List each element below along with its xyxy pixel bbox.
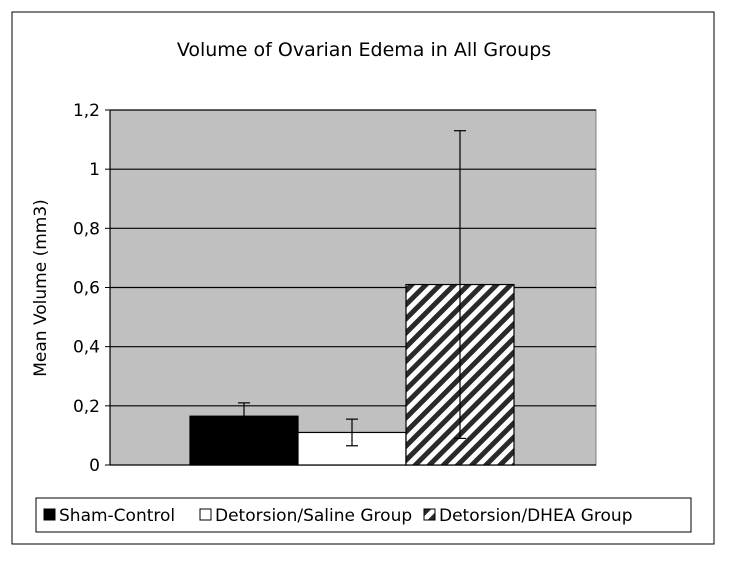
- legend-label-2: Detorsion/DHEA Group: [439, 506, 633, 526]
- y-tick-label: 0,4: [73, 338, 100, 358]
- y-tick-label: 0,8: [73, 219, 100, 239]
- y-axis-label: Mean Volume (mm3): [31, 199, 51, 377]
- legend-swatch-1: [199, 508, 212, 521]
- y-tick-label: 0,6: [73, 279, 100, 299]
- y-tick-label: 1,2: [73, 101, 100, 121]
- legend-box: [35, 497, 692, 533]
- y-tick-label: 1: [89, 160, 100, 180]
- chart-title: Volume of Ovarian Edema in All Groups: [177, 39, 551, 61]
- y-tick-label: 0: [89, 456, 100, 476]
- legend-swatch-2: [423, 508, 436, 521]
- legend-label-0: Sham-Control: [59, 506, 175, 526]
- legend-label-1: Detorsion/Saline Group: [215, 506, 412, 526]
- y-tick-label: 0,2: [73, 397, 100, 417]
- legend-swatch-0: [43, 508, 56, 521]
